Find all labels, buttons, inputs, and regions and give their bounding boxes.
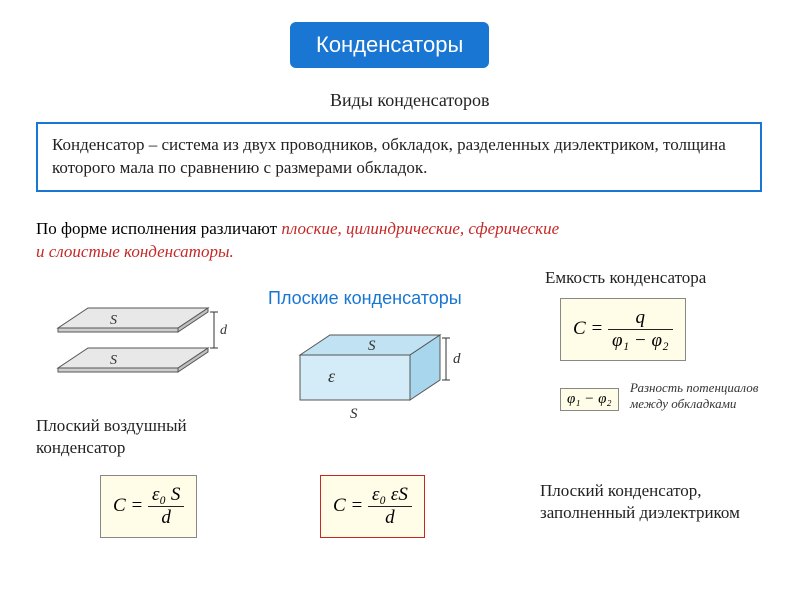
- cap-frac: q φ₁ − φ₂: [608, 307, 673, 352]
- eps-label: ε: [328, 366, 336, 386]
- dielectric-label: Плоский конденсатор, заполненный диэлект…: [540, 480, 770, 524]
- definition-text: Конденсатор – система из двух проводнико…: [52, 135, 726, 177]
- section-flat-label: Плоские конденсаторы: [268, 288, 462, 309]
- potential-note: Разность потенциалов между обкладками: [630, 380, 780, 411]
- diel-den: d: [368, 507, 412, 529]
- cap-den: φ₁ − φ₂: [608, 330, 673, 352]
- air-lhs: C =: [113, 495, 148, 516]
- diel-num: ε₀ εS: [368, 484, 412, 507]
- forms-text: По форме исполнения различают плоские, ц…: [36, 218, 566, 264]
- air-frac: ε₀ S d: [148, 484, 184, 529]
- air-num: ε₀ S: [148, 484, 184, 507]
- subtitle: Виды конденсаторов: [330, 90, 490, 111]
- cap-num: q: [608, 307, 673, 330]
- bottom-plate-edge: [58, 368, 178, 372]
- cap-lhs: C =: [573, 318, 608, 339]
- s-top: S: [368, 338, 376, 354]
- top-plate-edge: [58, 328, 178, 332]
- page-title-badge: Конденсаторы: [290, 22, 489, 68]
- d2-label: d: [453, 351, 461, 367]
- page-title: Конденсаторы: [316, 32, 463, 57]
- air-formula: C = ε₀ S d: [100, 475, 197, 538]
- dielectric-capacitor-diagram: S S ε d: [280, 330, 470, 440]
- forms-prefix: По форме исполнения различают: [36, 219, 281, 238]
- s-label-bottom: S: [110, 353, 117, 368]
- air-capacitor-diagram: S S d: [40, 300, 230, 400]
- diel-lhs: C =: [333, 495, 368, 516]
- potential-diff-formula: φ₁ − φ₂: [560, 388, 619, 411]
- definition-box: Конденсатор – система из двух проводнико…: [36, 122, 762, 192]
- s-label-top: S: [110, 313, 117, 328]
- s-bottom: S: [350, 406, 358, 422]
- diel-frac: ε₀ εS d: [368, 484, 412, 529]
- air-den: d: [148, 507, 184, 529]
- dielectric-formula: C = ε₀ εS d: [320, 475, 425, 538]
- d-label: d: [220, 323, 228, 338]
- box-front: [300, 355, 410, 400]
- capacity-label: Емкость конденсатора: [545, 268, 706, 288]
- capacity-formula: C = q φ₁ − φ₂: [560, 298, 686, 361]
- air-capacitor-label: Плоский воздушный конденсатор: [36, 415, 236, 459]
